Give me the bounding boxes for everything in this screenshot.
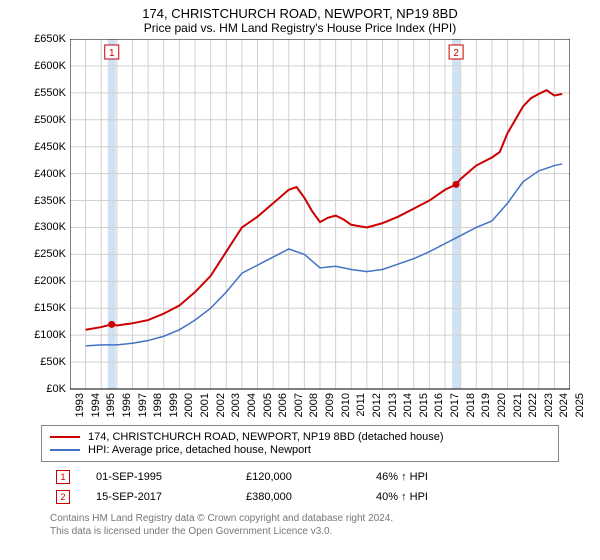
x-axis-label: 2011 — [355, 393, 367, 423]
x-axis-label: 2019 — [480, 393, 492, 423]
x-axis-label: 2018 — [465, 393, 477, 423]
sale-date: 01-SEP-1995 — [92, 468, 240, 486]
table-row: 2 15-SEP-2017 £380,000 40% ↑ HPI — [52, 488, 548, 506]
sale-marker-icon: 2 — [56, 490, 70, 504]
legend-item: HPI: Average price, detached house, Newp… — [50, 444, 550, 456]
y-axis-label: £50K — [20, 356, 66, 368]
x-axis-label: 2004 — [246, 393, 258, 423]
page-subtitle: Price paid vs. HM Land Registry's House … — [0, 21, 600, 39]
x-axis-label: 2017 — [449, 393, 461, 423]
x-axis-label: 2020 — [496, 393, 508, 423]
x-axis-label: 1997 — [137, 393, 149, 423]
y-axis-label: £300K — [20, 221, 66, 233]
x-axis-label: 2025 — [574, 393, 586, 423]
y-axis-label: £100K — [20, 329, 66, 341]
x-axis-label: 2000 — [183, 393, 195, 423]
y-axis-label: £550K — [20, 87, 66, 99]
y-axis-label: £650K — [20, 33, 66, 45]
x-axis-label: 2023 — [543, 393, 555, 423]
footnote-line: Contains HM Land Registry data © Crown c… — [50, 512, 550, 525]
page-title: 174, CHRISTCHURCH ROAD, NEWPORT, NP19 8B… — [0, 0, 600, 21]
x-axis-label: 1995 — [105, 393, 117, 423]
x-axis-label: 2016 — [433, 393, 445, 423]
x-axis-label: 2009 — [324, 393, 336, 423]
y-axis-label: £350K — [20, 195, 66, 207]
x-axis-label: 2022 — [527, 393, 539, 423]
x-axis-label: 2021 — [512, 393, 524, 423]
x-axis-label: 1999 — [168, 393, 180, 423]
svg-text:2: 2 — [453, 48, 459, 59]
legend-item: 174, CHRISTCHURCH ROAD, NEWPORT, NP19 8B… — [50, 431, 550, 443]
y-axis-label: £0K — [20, 383, 66, 395]
x-axis-label: 2010 — [340, 393, 352, 423]
x-axis-label: 2008 — [308, 393, 320, 423]
x-axis-label: 2012 — [371, 393, 383, 423]
x-axis-label: 2001 — [199, 393, 211, 423]
table-row: 1 01-SEP-1995 £120,000 46% ↑ HPI — [52, 468, 548, 486]
sale-price: £380,000 — [242, 488, 370, 506]
x-axis-label: 2015 — [418, 393, 430, 423]
footnote: Contains HM Land Registry data © Crown c… — [50, 512, 550, 538]
price-chart: 1 2 £0K £50K £100K £150K £200K £250K £300K £350K… — [20, 39, 580, 419]
x-axis-label: 1994 — [90, 393, 102, 423]
legend: 174, CHRISTCHURCH ROAD, NEWPORT, NP19 8B… — [41, 425, 559, 462]
x-axis-label: 1998 — [152, 393, 164, 423]
y-axis-label: £150K — [20, 302, 66, 314]
x-axis-label: 2007 — [293, 393, 305, 423]
x-axis-label: 2013 — [387, 393, 399, 423]
sale-marker-icon: 1 — [56, 470, 70, 484]
legend-label: 174, CHRISTCHURCH ROAD, NEWPORT, NP19 8B… — [88, 431, 444, 443]
x-axis-label: 2003 — [230, 393, 242, 423]
footnote-line: This data is licensed under the Open Gov… — [50, 525, 550, 538]
sale-delta: 46% ↑ HPI — [372, 468, 548, 486]
y-axis-label: £250K — [20, 248, 66, 260]
y-axis-label: £200K — [20, 275, 66, 287]
y-axis-label: £450K — [20, 141, 66, 153]
x-axis-label: 2014 — [402, 393, 414, 423]
x-axis-label: 1993 — [74, 393, 86, 423]
x-axis-label: 2002 — [215, 393, 227, 423]
sale-delta: 40% ↑ HPI — [372, 488, 548, 506]
sale-price: £120,000 — [242, 468, 370, 486]
y-axis-label: £500K — [20, 114, 66, 126]
x-axis-label: 1996 — [121, 393, 133, 423]
sales-table: 1 01-SEP-1995 £120,000 46% ↑ HPI 2 15-SE… — [50, 466, 550, 508]
y-axis-label: £400K — [20, 168, 66, 180]
y-axis-label: £600K — [20, 60, 66, 72]
legend-label: HPI: Average price, detached house, Newp… — [88, 444, 311, 456]
x-axis-label: 2005 — [262, 393, 274, 423]
svg-text:1: 1 — [109, 48, 115, 59]
x-axis-label: 2024 — [558, 393, 570, 423]
x-axis-label: 2006 — [277, 393, 289, 423]
sale-date: 15-SEP-2017 — [92, 488, 240, 506]
